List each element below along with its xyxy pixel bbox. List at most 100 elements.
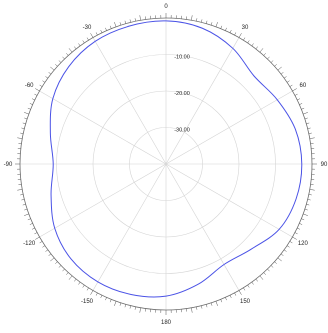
angular-tick bbox=[23, 123, 26, 124]
angular-tick-label: -120 bbox=[23, 241, 36, 247]
angular-tick bbox=[284, 250, 286, 252]
angular-tick bbox=[83, 285, 85, 287]
angular-tick-label: 150 bbox=[240, 299, 251, 305]
angular-tick bbox=[290, 241, 293, 243]
angular-tick bbox=[310, 138, 315, 139]
angular-tick bbox=[235, 293, 236, 296]
angular-tick bbox=[309, 133, 312, 134]
angular-tick bbox=[267, 269, 269, 271]
angular-tick bbox=[50, 67, 54, 70]
angular-tick bbox=[301, 219, 304, 220]
angular-tick bbox=[301, 108, 304, 109]
angular-tick bbox=[274, 262, 276, 264]
angular-tick bbox=[114, 22, 116, 27]
angular-tick bbox=[24, 214, 29, 216]
angular-tick bbox=[101, 295, 102, 298]
radial-tick-label: -20.00 bbox=[174, 91, 190, 97]
angular-tick bbox=[130, 306, 131, 309]
angular-tick bbox=[260, 48, 263, 52]
angular-tick bbox=[225, 297, 226, 300]
angular-tick bbox=[105, 297, 106, 300]
angular-tick bbox=[306, 204, 309, 205]
angular-tick bbox=[59, 265, 61, 267]
angular-tick bbox=[20, 133, 23, 134]
angular-tick bbox=[239, 33, 242, 37]
angular-tick bbox=[308, 199, 311, 200]
angular-tick bbox=[30, 223, 33, 224]
angular-tick bbox=[91, 33, 94, 37]
angular-tick bbox=[196, 18, 197, 21]
angular-tick-label: 60 bbox=[299, 83, 306, 89]
angular-tick bbox=[264, 272, 266, 274]
angular-tick bbox=[135, 18, 136, 21]
angular-tick bbox=[306, 123, 309, 124]
angular-tick bbox=[206, 304, 207, 307]
angular-tick bbox=[196, 307, 197, 310]
angular-tick bbox=[221, 26, 222, 29]
angular-tick bbox=[40, 85, 43, 87]
radial-tick-label: -30.00 bbox=[174, 128, 190, 134]
angular-tick bbox=[24, 112, 29, 114]
angular-tick bbox=[125, 304, 126, 307]
angular-tick bbox=[34, 233, 37, 234]
angular-tick bbox=[40, 241, 43, 243]
angular-tick bbox=[287, 246, 289, 248]
angular-tick bbox=[256, 279, 258, 281]
angular-tick bbox=[191, 308, 192, 313]
angular-tick bbox=[74, 279, 76, 281]
angular-tick bbox=[35, 89, 39, 92]
angular-tick bbox=[216, 301, 218, 306]
angular-tick-label: -150 bbox=[81, 299, 94, 305]
angular-tick bbox=[50, 258, 54, 261]
angular-tick bbox=[230, 295, 231, 298]
angular-tick bbox=[114, 301, 116, 306]
angular-tick bbox=[211, 303, 212, 306]
angular-tick bbox=[35, 237, 39, 240]
angular-tick bbox=[87, 288, 89, 291]
angular-tick bbox=[299, 103, 302, 104]
angular-tick bbox=[225, 28, 226, 31]
angular-tick bbox=[32, 228, 35, 229]
angular-tick bbox=[297, 99, 300, 100]
angular-tick bbox=[303, 214, 308, 216]
angular-tick bbox=[292, 89, 296, 92]
angular-tick bbox=[78, 43, 80, 45]
angular-tick bbox=[21, 199, 24, 200]
angular-tick bbox=[191, 15, 192, 20]
angular-tick bbox=[308, 128, 311, 129]
angular-tick bbox=[252, 43, 254, 45]
angular-tick bbox=[284, 76, 286, 78]
angular-tick bbox=[125, 21, 126, 24]
angular-tick bbox=[83, 40, 85, 42]
angular-tick bbox=[45, 250, 47, 252]
angular-tick-label: -60 bbox=[25, 83, 34, 89]
angular-tick bbox=[274, 64, 276, 66]
angular-tick bbox=[216, 22, 218, 27]
angular-tick bbox=[78, 282, 80, 284]
angular-tick bbox=[221, 299, 222, 302]
angular-tick bbox=[248, 285, 250, 287]
angular-tick bbox=[74, 47, 76, 49]
angular-tick bbox=[23, 204, 26, 205]
angular-tick bbox=[252, 282, 254, 284]
angular-tick bbox=[66, 53, 68, 55]
angular-tick bbox=[28, 108, 31, 109]
angular-tick bbox=[140, 308, 141, 313]
angular-tick bbox=[45, 76, 47, 78]
angular-tick bbox=[260, 276, 263, 280]
angular-tick bbox=[230, 30, 231, 33]
angular-tick bbox=[281, 254, 283, 256]
angular-tick bbox=[110, 299, 111, 302]
angular-tick bbox=[28, 219, 31, 220]
angular-tick bbox=[299, 223, 302, 224]
angular-tick bbox=[17, 189, 22, 190]
angular-tick bbox=[120, 303, 121, 306]
angular-tick bbox=[110, 26, 111, 29]
angular-tick bbox=[49, 72, 51, 74]
angular-tick bbox=[69, 48, 72, 52]
angular-tick bbox=[310, 189, 315, 190]
radial-tick-labels: -10.00-20.00-30.00 bbox=[174, 55, 190, 134]
angular-tick bbox=[20, 194, 23, 195]
angular-tick bbox=[290, 85, 293, 87]
